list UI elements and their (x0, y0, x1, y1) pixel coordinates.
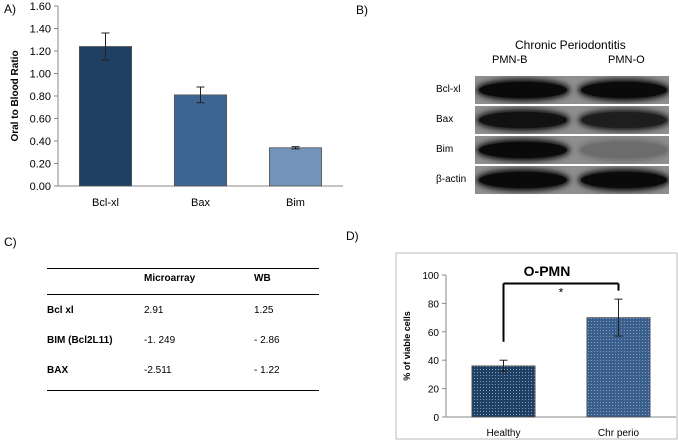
table-row: BIM (Bcl2L11) -1. 249 - 2.86 (47, 325, 319, 355)
y-tick-label: 0.80 (30, 91, 51, 103)
western-blot: Chronic Periodontitis PMN-B PMN-O Bcl-xl… (432, 38, 678, 196)
table-cell-gene: BIM (Bcl2L11) (47, 335, 113, 346)
y-tick-label: 0.60 (30, 114, 51, 126)
blot-band-o (581, 141, 667, 159)
panel-label-a: A) (4, 2, 16, 16)
y-tick-label: 0 (433, 413, 439, 424)
table-cell-wb: 1.25 (254, 305, 274, 316)
y-tick-label: 1.60 (30, 1, 51, 13)
blot-band-b (479, 141, 567, 159)
y-tick-label: 0.00 (30, 181, 51, 193)
table-header-row: Microarray WB (47, 268, 319, 295)
y-tick-label: 60 (428, 328, 440, 339)
table-cell-microarray: -1. 249 (144, 335, 176, 346)
table-cell-microarray: -2.511 (144, 355, 254, 391)
blot-band-o (581, 111, 667, 129)
x-tick-label: Healthy (487, 428, 521, 439)
blot-band-o (581, 81, 667, 99)
y-tick-label: 1.20 (30, 46, 51, 58)
table-row: BAX -2.511 - 1.22 (47, 355, 319, 391)
bar-bim (268, 147, 323, 187)
blot-row-label: β-actin (436, 174, 467, 185)
blot-row-label: Bim (436, 144, 454, 155)
chart-title: O-PMN (524, 263, 571, 279)
y-tick-label: 1.40 (30, 24, 51, 36)
y-tick-label: 0.20 (30, 159, 51, 171)
lane-label-pmn-b: PMN-B (492, 54, 528, 66)
blot-row-label: Bax (436, 114, 454, 125)
panel-label-b: B) (356, 3, 368, 17)
x-tick-label: Chr perio (598, 428, 640, 439)
chart-frame (395, 252, 678, 440)
blot-row-label: Bcl-xl (436, 84, 461, 95)
panel-label-c: C) (4, 235, 17, 249)
y-tick-label: 0.40 (30, 136, 51, 148)
lane-label-pmn-o: PMN-O (608, 54, 645, 66)
y-tick-label: 20 (428, 385, 440, 396)
x-tick-label: Bax (191, 197, 210, 209)
table-cell-gene: BAX (47, 355, 144, 391)
bar-bax (173, 94, 228, 187)
blot-strip (475, 166, 669, 194)
bar-bcl-xl (78, 46, 133, 187)
table-row: Bcl xl 2.91 1.25 (47, 295, 319, 326)
blot-band-b (479, 111, 567, 129)
blot-band-o (581, 171, 667, 189)
blot-title: Chronic Periodontitis (515, 38, 626, 52)
table-cell-wb: - 2.86 (254, 335, 280, 346)
blot-band-b (479, 81, 567, 99)
blot-band-b (479, 171, 567, 189)
blot-strip (475, 76, 669, 104)
bar-chart-a: 0.00 0.20 0.40 0.60 0.80 1.00 1.20 1.40 1.60 Oral… (10, 1, 343, 209)
expression-table: Microarray WB Bcl xl 2.91 1.25 BIM (Bcl2… (47, 268, 319, 391)
table-header-wb: WB (254, 268, 319, 295)
table-cell-wb: - 1.22 (254, 355, 319, 391)
y-tick-label: 80 (428, 299, 440, 310)
panel-label-d: D) (346, 229, 359, 243)
x-tick-label: Bcl-xl (92, 197, 119, 209)
table-header-cell (47, 268, 144, 295)
blot-strip (475, 136, 669, 164)
y-tick-label: 100 (422, 271, 439, 282)
significance-marker: * (559, 286, 564, 300)
table-header-microarray: Microarray (144, 268, 254, 295)
table-cell-gene: Bcl xl (47, 305, 74, 316)
table-cell-microarray: 2.91 (144, 305, 164, 316)
y-tick-label: 40 (428, 356, 440, 367)
y-axis-label: Oral to Blood Ratio (10, 50, 21, 141)
bar-healthy (471, 365, 536, 418)
y-axis-label: % of viable cells (402, 311, 412, 381)
bar-chr-perio (586, 317, 651, 418)
blot-strip (475, 106, 669, 134)
x-tick-label: Bim (286, 197, 305, 209)
y-tick-label: 1.00 (30, 69, 51, 81)
